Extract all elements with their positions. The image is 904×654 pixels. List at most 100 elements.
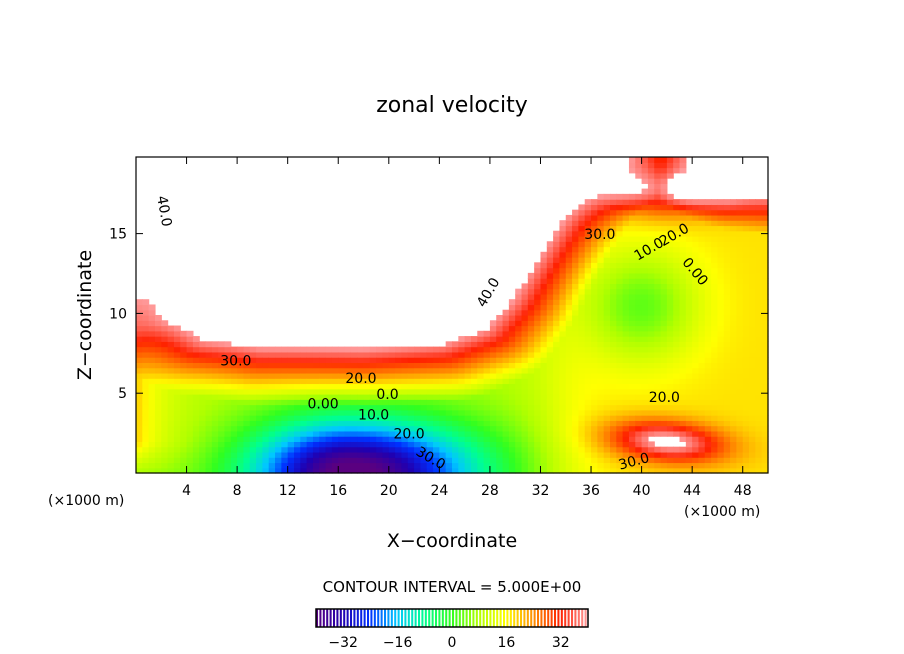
field-cell [616, 330, 624, 337]
field-cell [749, 214, 756, 221]
field-cell [578, 330, 586, 337]
field-cell [218, 441, 226, 448]
field-cell [540, 257, 548, 263]
field-cell [319, 362, 327, 369]
field-cell [559, 367, 567, 374]
field-cell [211, 441, 219, 448]
field-cell [414, 420, 421, 427]
field-cell [641, 278, 649, 284]
field-cell [382, 351, 390, 358]
field-cell [464, 362, 472, 369]
field-cell [496, 451, 504, 458]
field-cell [433, 362, 440, 369]
field-cell [186, 420, 194, 427]
field-cell [704, 288, 712, 295]
field-cell [597, 346, 605, 353]
field-cell [704, 204, 712, 211]
field-cell [521, 388, 529, 395]
field-cell [312, 430, 320, 437]
field-cell [698, 378, 706, 385]
field-cell [502, 425, 510, 432]
field-cell [249, 367, 257, 374]
field-cell [641, 320, 649, 327]
field-cell [717, 378, 725, 385]
field-cell [673, 367, 681, 374]
field-cell [382, 399, 390, 406]
field-cell [407, 388, 415, 395]
field-cell [173, 388, 181, 395]
field-cell [603, 425, 611, 432]
field-cell [464, 409, 472, 416]
field-cell [319, 357, 327, 363]
field-cell [628, 383, 636, 390]
field-cell [673, 241, 681, 248]
field-cell [180, 399, 188, 406]
field-cell [685, 309, 693, 316]
field-cell [350, 430, 358, 437]
field-cell [154, 441, 162, 448]
field-cell [685, 367, 693, 374]
field-cell [180, 341, 188, 348]
field-cell [578, 257, 586, 263]
field-cell [584, 251, 592, 258]
field-cell [692, 372, 700, 379]
field-cell [249, 467, 257, 474]
field-cell [723, 436, 731, 442]
field-cell [180, 415, 188, 421]
field-cell [470, 362, 478, 369]
field-cell [401, 457, 409, 464]
field-cell [249, 420, 257, 427]
field-cell [382, 451, 390, 458]
field-cell [597, 299, 605, 306]
colorbar-swatch [489, 609, 492, 627]
field-cell [628, 246, 636, 253]
field-cell [742, 430, 750, 437]
field-cell [388, 346, 396, 353]
field-cell [136, 399, 143, 406]
field-cell [483, 367, 491, 374]
field-cell [591, 278, 598, 284]
field-cell [540, 409, 548, 416]
field-cell [723, 267, 731, 274]
field-cell [546, 446, 554, 453]
field-cell [717, 283, 725, 290]
colorbar-swatch [492, 609, 495, 627]
field-cell [559, 420, 567, 427]
field-cell [173, 378, 181, 385]
field-cell [572, 441, 579, 448]
field-cell [154, 446, 162, 453]
x-tick-label: 4 [182, 483, 191, 499]
field-cell [521, 351, 529, 358]
field-cell [363, 436, 371, 442]
field-cell [350, 388, 358, 395]
field-cell [679, 394, 687, 400]
field-cell [540, 283, 548, 290]
field-cell [553, 415, 561, 421]
field-cell [477, 357, 485, 363]
field-cell [256, 404, 263, 411]
colorbar-swatch [418, 609, 421, 627]
field-cell [641, 409, 649, 416]
field-cell [679, 336, 687, 342]
field-cell [742, 241, 750, 248]
field-cell [584, 288, 592, 295]
field-cell [363, 430, 371, 437]
field-cell [628, 225, 636, 232]
field-cell [376, 399, 384, 406]
field-cell [527, 367, 535, 374]
field-cell [717, 278, 725, 284]
field-cell [635, 399, 643, 406]
field-cell [540, 278, 548, 284]
field-cell [211, 388, 219, 395]
field-cell [704, 372, 712, 379]
colorbar-swatch [571, 609, 574, 627]
colorbar-swatch [462, 609, 465, 627]
field-cell [287, 351, 295, 358]
field-cell [287, 378, 295, 385]
field-cell [704, 467, 712, 474]
field-cell [616, 220, 624, 227]
field-cell [717, 451, 725, 458]
field-cell [679, 378, 687, 385]
field-cell [458, 467, 466, 474]
colorbar-swatch [520, 609, 523, 627]
